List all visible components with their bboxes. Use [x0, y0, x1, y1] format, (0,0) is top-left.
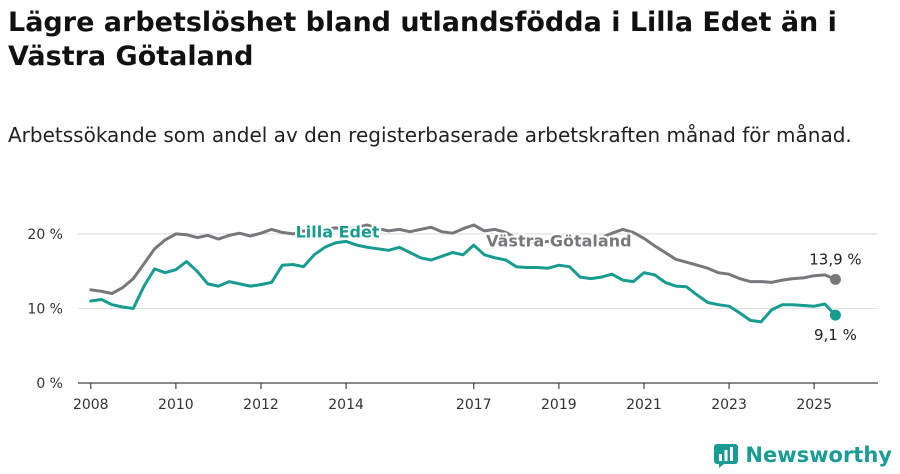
- series-label: Lilla Edet: [296, 223, 380, 242]
- end-value-label: 13,9 %: [809, 250, 861, 268]
- label-layer: 13,9 % 9,1 % Lilla Edet Västra Götaland: [294, 221, 862, 345]
- x-tick-label: 2017: [456, 397, 492, 413]
- x-tick-label: 2025: [796, 397, 832, 413]
- series-line-lilla-edet: [89, 239, 837, 324]
- x-tick-label: 2019: [541, 397, 577, 413]
- end-value-label: 9,1 %: [814, 326, 857, 344]
- x-tick-label: 2014: [328, 397, 364, 413]
- series-endpoint-lilla-edet: [829, 309, 841, 321]
- y-tick-label: 20 %: [27, 227, 63, 243]
- chart-title: Lägre arbetslöshet bland utlandsfödda i …: [8, 7, 837, 72]
- chart-subtitle: Arbetssökande som andel av den registerb…: [8, 123, 852, 147]
- brand-logo: Newsworthy: [713, 442, 892, 468]
- x-tick-label: 2023: [711, 397, 747, 413]
- newsworthy-logo-icon: [714, 444, 739, 468]
- x-tick-label: 2010: [158, 397, 194, 413]
- axis-layer: 0 % 10 % 20 % 2008 2010 2012 2014 2017 2019 2021 2…: [27, 227, 878, 413]
- series-label: Västra Götaland: [486, 232, 631, 251]
- x-tick-label: 2012: [243, 397, 279, 413]
- brand-name: Newsworthy: [745, 443, 892, 467]
- x-tick-label: 2021: [626, 397, 662, 413]
- series-layer: [89, 223, 841, 324]
- line-chart: 0 % 10 % 20 % 2008 2010 2012 2014 2017 2019 2021 2…: [27, 221, 878, 413]
- series-endpoint-v-stra-g-taland: [829, 273, 841, 285]
- grid-layer: [78, 233, 878, 310]
- y-tick-label: 0 %: [36, 376, 63, 392]
- y-tick-label: 10 %: [27, 301, 63, 317]
- x-tick-label: 2008: [73, 397, 109, 413]
- series-line-v-stra-g-taland: [89, 223, 837, 295]
